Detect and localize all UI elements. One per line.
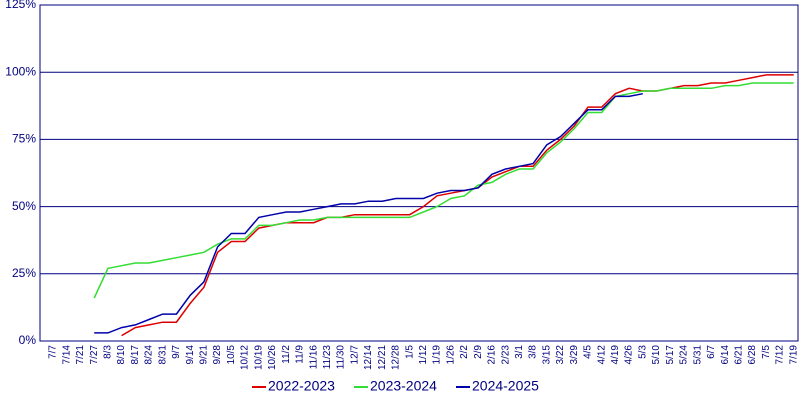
y-tick-label: 75% [12, 132, 36, 146]
x-tick-label: 9/7 [171, 345, 182, 359]
x-tick-label: 11/2 [281, 345, 292, 364]
x-tick-label: 9/28 [212, 345, 223, 365]
x-tick-label: 10/5 [226, 345, 237, 365]
x-tick-label: 7/12 [775, 345, 786, 365]
y-tick-label: 50% [12, 199, 36, 213]
x-tick-label: 12/28 [391, 345, 402, 370]
x-tick-label: 9/21 [199, 345, 210, 365]
x-tick-label: 7/7 [48, 345, 59, 359]
x-tick-label: 2/16 [487, 345, 498, 365]
x-tick-label: 11/30 [336, 345, 347, 370]
x-tick-label: 8/31 [157, 345, 168, 365]
legend-label: 2022-2023 [268, 378, 335, 394]
x-tick-label: 2/9 [473, 345, 484, 359]
x-tick-label: 5/3 [637, 345, 648, 359]
x-tick-label: 1/5 [404, 345, 415, 359]
series-line [93, 82, 794, 299]
x-tick-label: 11/9 [295, 345, 306, 364]
x-tick-label: 4/12 [596, 345, 607, 365]
y-tick-label: 100% [5, 64, 36, 78]
x-tick-label: 6/28 [747, 345, 758, 365]
series-line [121, 74, 794, 337]
x-tick-label: 4/19 [610, 345, 621, 365]
x-tick-label: 6/7 [706, 345, 717, 359]
x-tick-label: 10/19 [253, 345, 264, 370]
x-tick-label: 11/23 [322, 345, 333, 370]
x-tick-label: 3/15 [541, 345, 552, 365]
x-tick-label: 4/5 [583, 345, 594, 359]
x-tick-label: 11/16 [308, 345, 319, 370]
legend-label: 2023-2024 [370, 378, 437, 394]
x-tick-label: 8/24 [144, 345, 155, 365]
x-tick-label: 12/7 [349, 345, 360, 365]
x-tick-label: 1/12 [418, 345, 429, 365]
x-tick-label: 10/12 [240, 345, 251, 370]
x-tick-label: 1/19 [432, 345, 443, 365]
x-tick-label: 10/26 [267, 345, 278, 370]
x-tick-label: 12/21 [377, 345, 388, 370]
x-tick-label: 3/29 [569, 345, 580, 365]
x-tick-label: 6/21 [733, 345, 744, 365]
x-tick-label: 7/19 [788, 345, 799, 365]
y-tick-label: 25% [12, 266, 36, 280]
x-tick-label: 6/14 [720, 345, 731, 365]
x-tick-label: 12/14 [363, 345, 374, 370]
x-tick-label: 2/2 [459, 345, 470, 359]
x-tick-label: 7/5 [761, 345, 772, 359]
x-tick-label: 5/24 [679, 345, 690, 365]
x-tick-label: 3/8 [528, 345, 539, 359]
x-tick-label: 8/10 [116, 345, 127, 365]
x-tick-label: 4/26 [624, 345, 635, 365]
x-tick-label: 7/27 [89, 345, 100, 365]
x-tick-label: 3/22 [555, 345, 566, 365]
x-tick-label: 8/17 [130, 345, 141, 365]
x-tick-label: 1/26 [445, 345, 456, 365]
x-tick-label: 2/23 [500, 345, 511, 365]
x-tick-label: 7/21 [75, 345, 86, 365]
x-tick-label: 7/14 [61, 345, 72, 365]
series-line [94, 92, 643, 334]
x-tick-label: 5/31 [692, 345, 703, 365]
x-tick-label: 8/3 [103, 345, 114, 359]
y-tick-label: 0% [19, 333, 37, 347]
y-tick-label: 125% [5, 0, 36, 11]
x-tick-label: 9/14 [185, 345, 196, 365]
x-tick-label: 5/17 [665, 345, 676, 365]
legend-label: 2024-2025 [472, 378, 539, 394]
x-tick-label: 3/1 [514, 345, 525, 359]
plot-border [39, 4, 799, 342]
x-tick-label: 5/10 [651, 345, 662, 365]
